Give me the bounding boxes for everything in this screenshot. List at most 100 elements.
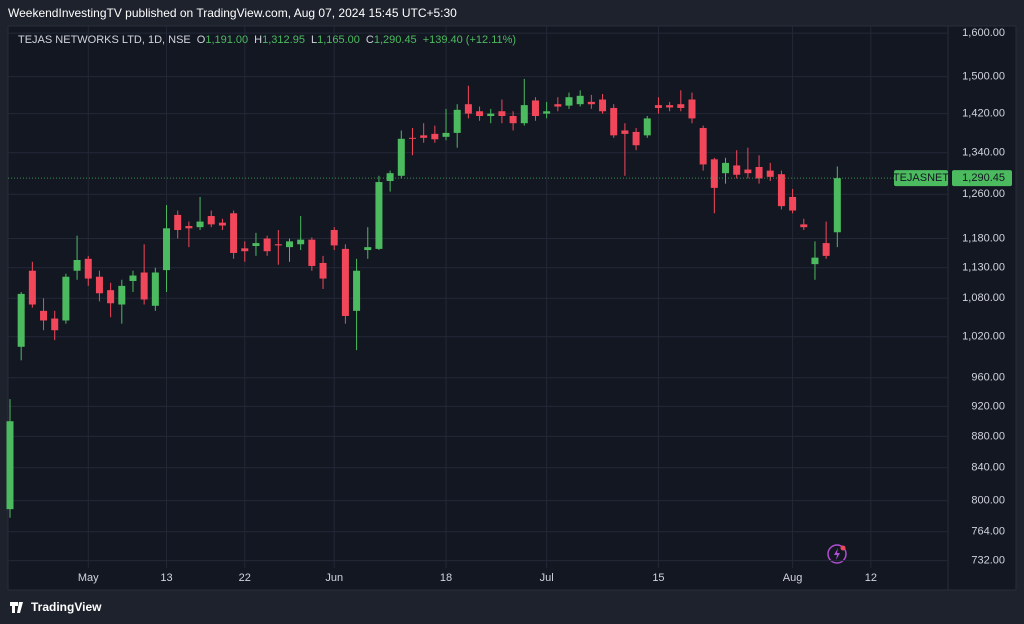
candles (6, 78, 841, 518)
legend-close: 1,290.45 (374, 34, 417, 46)
candle-body (252, 243, 260, 246)
y-tick-label: 764.00 (971, 526, 1005, 538)
candle-body (431, 133, 439, 140)
candle-body (174, 214, 182, 230)
candle-body (733, 165, 741, 175)
legend-change: +139.40 (+12.11%) (423, 34, 516, 46)
candle-body (666, 105, 674, 108)
candle-body (241, 248, 249, 252)
candle-body (107, 290, 115, 304)
legend-h-key: H (254, 34, 262, 46)
candle-body (755, 166, 763, 179)
legend-low: 1,165.00 (317, 34, 360, 46)
y-tick-label: 732.00 (971, 554, 1005, 566)
x-tick-label: 22 (239, 572, 251, 584)
candle-body (6, 421, 14, 510)
legend-o-key: O (197, 34, 206, 46)
candle-body (509, 116, 517, 124)
candle-body (476, 111, 484, 117)
candle-body (777, 174, 785, 207)
candle-body (610, 107, 618, 136)
candle-body (420, 135, 428, 138)
candle-body (274, 244, 282, 246)
candle-body (297, 239, 305, 245)
candle-body (341, 248, 349, 316)
y-tick-label: 1,260.00 (962, 188, 1005, 200)
ticker-label: TEJASNET (893, 172, 950, 184)
header-text: WeekendInvestingTV published on TradingV… (8, 6, 457, 20)
candle-body (386, 173, 394, 182)
candle-body (677, 104, 685, 108)
y-tick-label: 920.00 (971, 400, 1005, 412)
candle-body (576, 95, 584, 105)
candle-body (62, 276, 70, 321)
legend-l-key: L (311, 34, 317, 46)
legend-open: 1,191.00 (205, 34, 248, 46)
candle-body (822, 243, 830, 256)
alert-icon (827, 544, 847, 564)
candle-body (308, 239, 316, 266)
candle-body (196, 221, 204, 228)
candle-body (95, 276, 103, 294)
candle-body (84, 258, 92, 279)
candle-body (464, 104, 472, 114)
candle-body (163, 228, 171, 271)
candle-body (520, 105, 528, 124)
price-box (952, 170, 1012, 187)
candle-body (543, 111, 551, 114)
candle-body (744, 169, 752, 174)
y-tick-label: 1,130.00 (962, 262, 1005, 274)
candle-body (375, 182, 383, 249)
candle-body (140, 272, 148, 300)
candle-body (330, 229, 338, 246)
candle-body (319, 262, 327, 279)
candle-body (73, 260, 81, 271)
candle-body (722, 162, 730, 174)
y-tick-label: 1,020.00 (962, 331, 1005, 343)
x-tick-label: Jul (540, 572, 554, 584)
price-label: 1,290.45 (962, 172, 1005, 184)
candle-body (28, 270, 36, 305)
x-tick-label: May (78, 572, 99, 584)
footer-brand: TradingView (31, 600, 102, 614)
candle-body (151, 272, 159, 306)
x-tick-label: 18 (440, 572, 452, 584)
candle-body (654, 105, 662, 108)
candle-body (632, 131, 640, 146)
candle-body (218, 222, 226, 226)
candle-body (554, 104, 562, 107)
candle-body (833, 178, 841, 233)
candle-body (487, 113, 495, 117)
candle-body (789, 196, 797, 211)
ticker-box (894, 170, 948, 187)
candle-body (599, 99, 607, 112)
candle-body (498, 111, 506, 117)
candle-body (453, 109, 461, 133)
y-tick-label: 1,600.00 (962, 27, 1005, 39)
x-tick-label: Jun (325, 572, 343, 584)
candle-body (185, 226, 193, 229)
y-tick-label: 840.00 (971, 462, 1005, 474)
tv-logo (10, 602, 23, 613)
candle-body (353, 270, 361, 311)
candle-body (286, 241, 293, 248)
x-tick-label: Aug (783, 572, 803, 584)
candle-body (565, 97, 573, 106)
candle-body (40, 310, 48, 321)
y-tick-label: 1,340.00 (962, 147, 1005, 159)
candle-body (710, 159, 718, 188)
chart-pane (7, 25, 1017, 591)
candle-body (442, 132, 450, 137)
candle-body (587, 101, 595, 105)
y-tick-label: 1,080.00 (962, 292, 1005, 304)
candle-body (230, 213, 238, 253)
candle-body (364, 247, 372, 251)
y-tick-label: 800.00 (971, 495, 1005, 507)
candle-body (17, 293, 25, 347)
candle-body (621, 130, 629, 134)
candle-body (263, 238, 271, 252)
y-tick-label: 960.00 (971, 372, 1005, 384)
candle-body (51, 318, 59, 331)
